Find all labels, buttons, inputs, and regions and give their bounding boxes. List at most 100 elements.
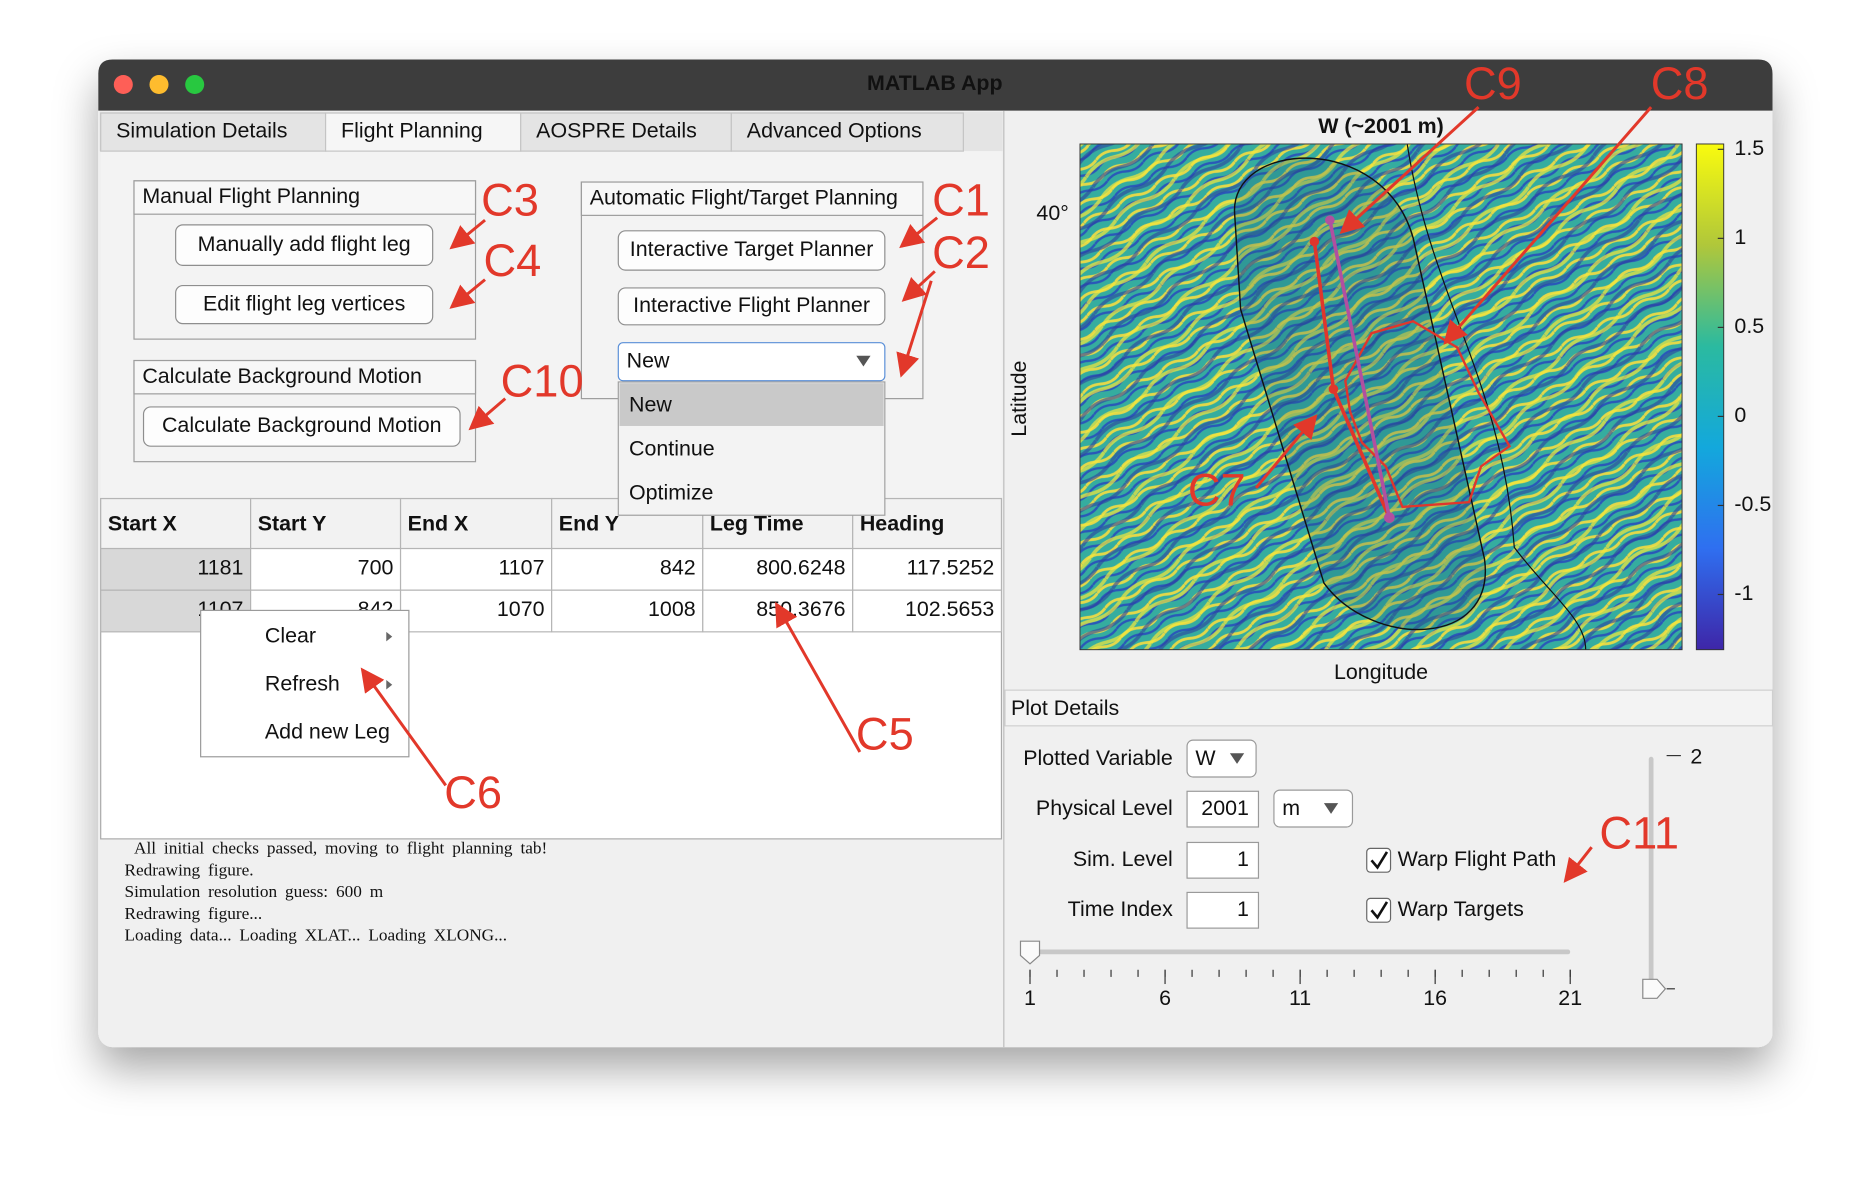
annotation-arrow: [1563, 846, 1593, 883]
tab[interactable]: [100, 112, 327, 152]
panel-title: Calculate Background Motion: [142, 364, 422, 388]
dropdown-highlight: [619, 383, 884, 426]
button-label: Calculate Background Motion: [162, 413, 442, 437]
annotation-arrow: [1443, 106, 1653, 345]
title-bar: [98, 59, 1773, 111]
table-cell[interactable]: [250, 547, 402, 591]
submenu-arrow: [386, 631, 393, 642]
panel-header: [133, 359, 477, 395]
slider-tick-label: 2: [1690, 745, 1702, 769]
cell-value: 1070: [497, 597, 545, 621]
field-label: Time Index: [1068, 897, 1173, 921]
domain-outline: [1233, 157, 1487, 631]
tab-label: Simulation Details: [116, 119, 287, 143]
map: [1079, 143, 1683, 650]
cell-value: 800.6248: [756, 555, 845, 579]
cell-value: 1181: [197, 555, 243, 579]
slider-track: [1030, 949, 1571, 955]
dropdown[interactable]: [1273, 789, 1354, 828]
console-line: Simulation resolution guess: 600 m: [124, 882, 383, 901]
menu-item: Add new Leg: [265, 720, 390, 744]
console-line: Loading data... Loading XLAT... Loading …: [124, 926, 507, 945]
dropdown-arrow: [1229, 753, 1245, 764]
field-label: Sim. Level: [1073, 847, 1173, 871]
slider-thumb[interactable]: [1019, 940, 1041, 965]
zoom-button[interactable]: [185, 74, 205, 95]
slider-tick-label: 11: [1289, 986, 1311, 1010]
input-field[interactable]: [1186, 790, 1260, 828]
table-cell[interactable]: [852, 589, 1003, 633]
button[interactable]: [617, 230, 886, 271]
table-cell[interactable]: [852, 547, 1003, 591]
cell-value: 700: [358, 555, 394, 579]
cell-value: 850.3676: [756, 597, 845, 621]
console-line: Redrawing figure.: [124, 860, 253, 879]
annotation-arrow: [901, 270, 936, 302]
slider-tick-label: 1: [1024, 986, 1036, 1010]
vertex: [1309, 236, 1320, 247]
checkmark: [1370, 901, 1389, 920]
console-line: Redrawing figure...: [124, 904, 262, 923]
cell-value: 117.5252: [907, 555, 995, 579]
column-header-label: End Y: [559, 511, 619, 535]
annotation-arrow: [1339, 105, 1480, 235]
button-label: Interactive Target Planner: [630, 237, 874, 261]
button[interactable]: [175, 284, 434, 325]
y-tick-label: 40°: [1036, 201, 1068, 225]
tab-label: Flight Planning: [341, 119, 483, 143]
tab[interactable]: [324, 112, 522, 152]
tab-label: Advanced Options: [747, 119, 922, 143]
table-cell[interactable]: [100, 547, 252, 591]
x-axis-label: Longitude: [1334, 660, 1428, 684]
cell-value: 1107: [498, 555, 544, 579]
checkmark: [1370, 851, 1389, 870]
dropdown[interactable]: [617, 342, 886, 382]
panel-title: Automatic Flight/Target Planning: [590, 185, 898, 209]
annotation-arrow: [1254, 414, 1318, 489]
annotation-label: C2: [932, 227, 990, 278]
warped-flight-path: [1328, 219, 1392, 518]
table-cell[interactable]: [551, 589, 704, 633]
dropdown-value: New: [627, 348, 670, 372]
plot-title: W (~2001 m): [1318, 114, 1444, 138]
vertex: [1328, 384, 1339, 394]
tab[interactable]: [520, 112, 732, 152]
colorbar-tick-label: 1.5: [1734, 136, 1764, 160]
tab[interactable]: [730, 112, 964, 152]
input-value: 1: [1237, 847, 1249, 871]
colorbar-tick-label: -1: [1734, 581, 1753, 605]
y-axis-label: Latitude: [1007, 361, 1031, 437]
annotation-label: C9: [1464, 58, 1522, 109]
button[interactable]: [617, 287, 886, 326]
colorbar-tick-label: -0.5: [1734, 492, 1771, 516]
table-cell[interactable]: [399, 547, 553, 591]
dropdown[interactable]: [1186, 739, 1257, 778]
field-label: Physical Level: [1036, 796, 1173, 820]
minimize-button[interactable]: [149, 74, 169, 95]
cell-value: 102.5653: [905, 597, 994, 621]
column-header-label: Start Y: [258, 511, 327, 535]
close-button[interactable]: [113, 74, 133, 95]
table-cell[interactable]: [702, 547, 854, 591]
slider-thumb[interactable]: [1642, 978, 1667, 999]
colorbar-tick-label: 0.5: [1734, 314, 1764, 338]
colorbar-tick-label: 1: [1734, 225, 1746, 249]
checkbox-label: Warp Flight Path: [1398, 847, 1557, 871]
table-cell[interactable]: [399, 589, 553, 633]
window-title: MATLAB App: [867, 71, 1003, 95]
button[interactable]: [142, 406, 461, 447]
input-field[interactable]: [1186, 891, 1260, 929]
annotation-label: C8: [1651, 58, 1709, 109]
input-field[interactable]: [1186, 841, 1260, 879]
button-label: Edit flight leg vertices: [203, 291, 405, 315]
annotation-arrow: [896, 280, 933, 378]
table-cell[interactable]: [551, 547, 704, 591]
button[interactable]: [175, 224, 434, 266]
panel-header: [133, 180, 477, 215]
checkbox-label: Warp Targets: [1398, 897, 1524, 921]
column-header-label: End X: [408, 511, 469, 535]
input-value: 1: [1237, 897, 1249, 921]
cell-value: 842: [660, 555, 696, 579]
